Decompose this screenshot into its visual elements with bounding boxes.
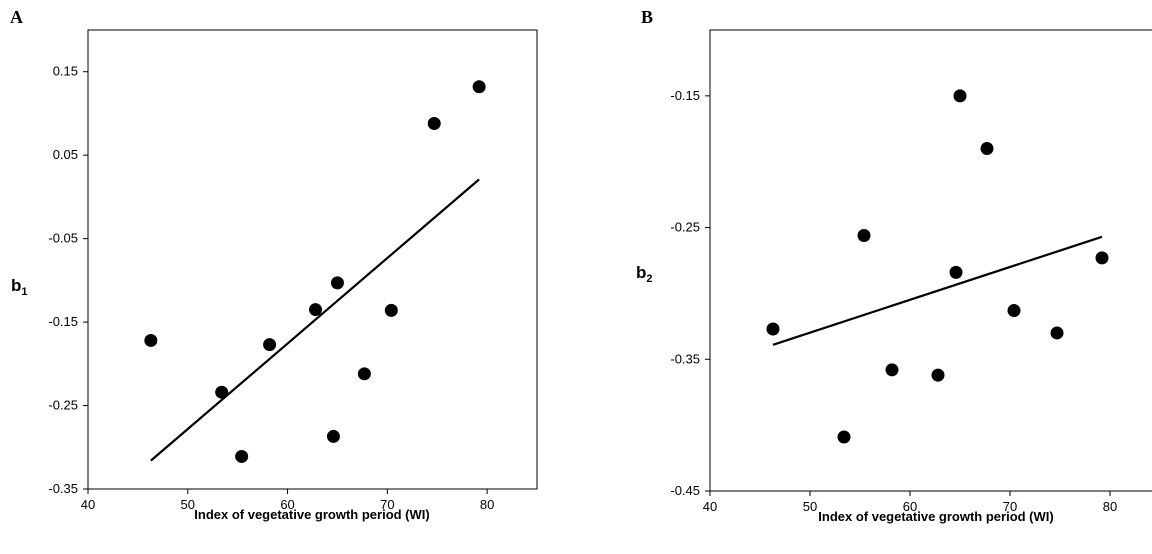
data-point-a [357,367,371,381]
y-axis-symbol-b: b [636,263,646,282]
data-point-a [384,303,398,317]
x-tick-label-b: 60 [903,499,917,514]
y-tick-label-b: -0.35 [670,351,700,366]
y-tick-label-a: 0.05 [53,147,78,162]
y-axis-symbol-a: b [11,276,21,295]
x-axis-title-a: Index of vegetative growth period (WI) [194,507,429,522]
y-tick-label-a: -0.15 [48,314,78,329]
data-point-a [215,385,229,399]
data-point-a [235,449,249,463]
y-tick-label-a: 0.15 [53,64,78,79]
y-tick-label-a: -0.25 [48,398,78,413]
x-tick-label-a: 80 [480,497,494,512]
data-point-b [766,322,780,336]
y-axis-ticks-a: 0.15 0.05 -0.05 -0.15 -0.25 -0.35 [48,64,88,496]
data-point-a [263,338,277,352]
x-tick-label-b: 80 [1103,499,1117,514]
plot-frame-b [709,29,1152,492]
plot-frame-a [87,29,538,490]
data-point-a [427,116,441,130]
data-point-b [885,363,899,377]
x-tick-label-a: 60 [280,497,294,512]
x-tick-label-b: 40 [703,499,717,514]
data-point-a [326,429,340,443]
data-point-b [857,228,871,242]
data-point-a [308,303,322,317]
y-axis-ticks-b: -0.15 -0.25 -0.35 -0.45 [670,88,710,498]
data-point-b [953,89,967,103]
data-point-a [144,333,158,347]
y-tick-label-b: -0.45 [670,483,700,498]
trendline-a [150,178,480,462]
trendline-b [772,235,1103,346]
panel-a: A 40 50 60 70 80 0.15 0.05 -0.05 -0.15 -0.25 -0.3… [10,7,538,522]
x-tick-label-a: 40 [81,497,95,512]
data-point-a [472,80,486,94]
y-axis-title-b: b2 [636,263,653,285]
data-point-b [1050,326,1064,340]
panel-b: B 40 50 60 70 80 -0.15 -0.25 -0.35 -0.45 Index … [636,7,1152,524]
data-point-b [1007,304,1021,318]
panel-letter-b: B [641,7,653,27]
x-tick-label-a: 50 [181,497,195,512]
y-axis-subscript-a: 1 [21,286,27,298]
data-points-b [766,89,1109,444]
data-point-b [1095,251,1109,265]
x-axis-title-b: Index of vegetative growth period (WI) [818,509,1053,524]
data-point-a [330,276,344,290]
data-points-a [144,80,486,463]
data-point-b [931,368,945,382]
x-axis-ticks-a: 40 50 60 70 80 [81,489,494,512]
data-point-b [949,265,963,279]
x-axis-ticks-b: 40 50 60 70 80 [703,491,1117,514]
data-point-b [980,142,994,156]
y-tick-label-b: -0.25 [670,220,700,235]
y-axis-title-a: b1 [11,276,28,298]
panel-letter-a: A [10,7,23,27]
y-tick-label-a: -0.35 [48,481,78,496]
x-tick-label-b: 70 [1003,499,1017,514]
y-tick-label-b: -0.15 [670,88,700,103]
y-axis-subscript-b: 2 [646,273,652,285]
x-tick-label-b: 50 [803,499,817,514]
data-point-b [837,430,851,444]
x-tick-label-a: 70 [380,497,394,512]
y-tick-label-a: -0.05 [48,231,78,246]
